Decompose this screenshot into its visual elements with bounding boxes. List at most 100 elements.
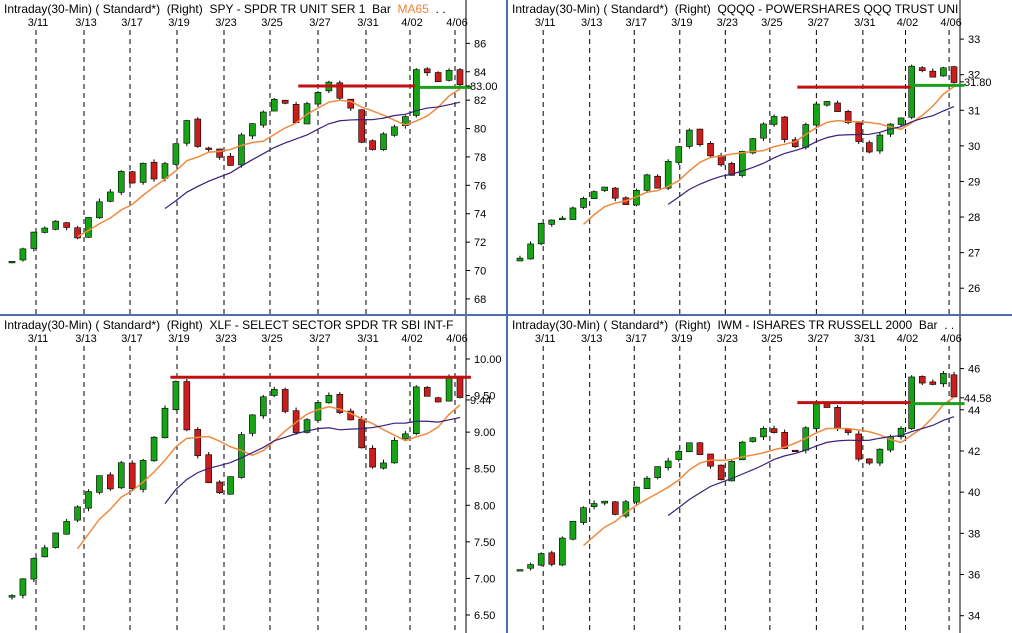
spy-y-tick-label: 76 [474, 180, 486, 192]
iwm-candle [548, 552, 556, 565]
qqqq-date-label: 3/31 [854, 17, 875, 29]
iwm-candle [580, 507, 587, 523]
qqqq-date-label: 3/13 [581, 17, 602, 29]
xlf-candle [216, 481, 223, 494]
iwm-y-tick-label: 46 [968, 364, 980, 376]
spy-y-tick-label: 84 [474, 67, 486, 79]
spy-candle [194, 118, 202, 147]
xlf-candle [63, 521, 70, 535]
xlf-candle [150, 436, 158, 462]
spy-date-label: 3/19 [168, 17, 189, 29]
xlf-candle [139, 460, 147, 490]
spy-date-label: 3/25 [261, 17, 282, 29]
qqqq-candle [855, 122, 863, 142]
xlf-candle [434, 397, 442, 403]
xlf-date-label: 3/23 [215, 333, 236, 345]
spy-candle [380, 133, 387, 150]
iwm-last-price-label: 44.58 [964, 393, 992, 405]
spy-candle [107, 191, 114, 202]
iwm-candle [611, 501, 619, 515]
qqqq-candle [897, 117, 905, 125]
iwm-y-tick-label: 38 [968, 528, 980, 540]
qqqq-y-tick-label: 28 [968, 212, 980, 224]
qqqq-candle [950, 66, 958, 83]
iwm-candle [876, 448, 884, 464]
spy-candle [216, 148, 223, 158]
qqqq-candle [664, 161, 672, 189]
spy-candle [128, 171, 136, 184]
qqqq-y-tick-label: 33 [968, 34, 980, 46]
spy-candle [391, 126, 398, 136]
iwm-candle [813, 403, 820, 429]
iwm-y-tick-label: 44 [968, 405, 980, 417]
spy-candle [336, 82, 344, 99]
iwm-date-label: 3/17 [626, 333, 647, 345]
qqqq-candle [590, 191, 598, 199]
spy-candle [85, 217, 92, 238]
iwm-candle [601, 500, 608, 504]
qqqq-candle [781, 116, 788, 140]
iwm-ma-fast-line [583, 396, 955, 547]
qqqq-chart-panel: 3/11 3/13 3/17 3/19 3/23 3/25 3/27 3/31 4/02 4/06… [508, 0, 1012, 314]
xlf-candle [369, 447, 376, 468]
spy-date-label: 3/11 [28, 17, 49, 29]
xlf-candle [8, 595, 16, 598]
xlf-date-label: 3/27 [309, 333, 330, 345]
iwm-chart-panel: 3/11 3/13 3/17 3/19 3/23 3/25 3/27 3/31 4/02 4/06… [508, 316, 1012, 633]
spy-candle [41, 227, 49, 233]
iwm-date-label: 3/19 [671, 333, 692, 345]
qqqq-candle [537, 223, 545, 245]
xlf-date-label: 3/19 [168, 333, 189, 345]
spy-candle [412, 69, 420, 116]
spy-candle [358, 109, 365, 143]
qqqq-candle [940, 67, 947, 77]
iwm-chart-title: IWM - ISHARES TR RUSSELL 2000 [717, 318, 913, 332]
spy-chart-panel: 3/11 3/13 3/17 3/19 3/23 3/25 3/27 3/31 4/02 4/06… [0, 0, 506, 314]
spy-chart-title: SPY - SPDR TR UNIT SER 1 [209, 2, 366, 16]
spy-candle [161, 163, 169, 179]
iwm-chart-header: Intraday(30-Min) ( Standard*) (Right) IW… [512, 318, 955, 332]
xlf-candle [128, 462, 136, 489]
qqqq-candle [696, 128, 704, 146]
spy-date-label: 4/02 [401, 17, 422, 29]
xlf-date-label: 4/02 [401, 333, 422, 345]
iwm-candle [643, 477, 651, 489]
xlf-candle [161, 407, 169, 439]
iwm-chart-svg: 3/11 3/13 3/17 3/19 3/23 3/25 3/27 3/31 4/02 4/06… [516, 316, 992, 633]
spy-date-label: 3/13 [75, 17, 96, 29]
qqqq-y-tick-label: 26 [968, 283, 980, 295]
iwm-candle [664, 460, 672, 469]
spy-y-tick-label: 78 [474, 152, 486, 164]
qqqq-candle [580, 198, 587, 208]
spy-candle [260, 111, 267, 126]
iwm-y-tick-label: 36 [968, 570, 980, 582]
spy-y-tick-label: 86 [474, 38, 486, 50]
qqqq-candle [569, 207, 577, 220]
qqqq-date-label: 3/17 [626, 17, 647, 29]
spy-candle [19, 248, 27, 261]
spy-date-label: 4/06 [446, 17, 467, 29]
qqqq-candle [548, 219, 556, 225]
iwm-y-tick-label: 42 [968, 446, 980, 458]
qqqq-candle [918, 67, 926, 71]
qqqq-chart-title: QQQQ - POWERSHARES QQQ TRUST UNI [717, 2, 959, 16]
xlf-candle [336, 394, 344, 413]
qqqq-chart-header: Intraday(30-Min) ( Standard*) (Right) QQ… [512, 2, 959, 16]
xlf-candle [183, 381, 191, 431]
qqqq-date-label: 3/25 [761, 17, 782, 29]
xlf-last-price-label: 9.44 [470, 395, 491, 407]
iwm-candle [897, 427, 905, 438]
xlf-candle [194, 429, 202, 457]
spy-candle [249, 123, 256, 137]
qqqq-y-tick-label: 29 [968, 176, 980, 188]
xlf-candle [41, 547, 49, 558]
spy-candle [292, 104, 300, 123]
xlf-date-label: 3/11 [28, 333, 49, 345]
xlf-candle [30, 558, 38, 580]
qqqq-date-label: 4/02 [897, 17, 918, 29]
qqqq-y-tick-label: 30 [968, 141, 980, 153]
iwm-candle [527, 564, 534, 569]
qqqq-candle [527, 243, 534, 260]
xlf-candle [314, 402, 322, 421]
spy-candle [8, 261, 16, 264]
